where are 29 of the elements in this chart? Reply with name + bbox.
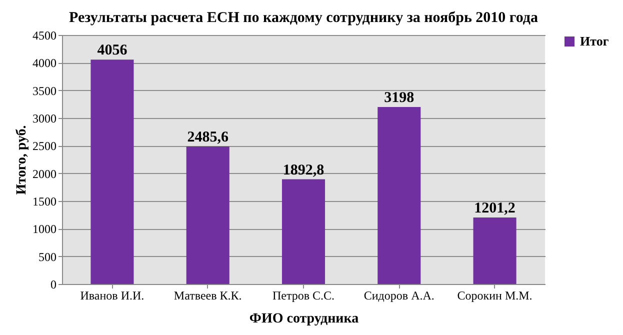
y-tick-label: 3500 — [32, 84, 56, 98]
y-tick-label: 2000 — [32, 166, 56, 181]
y-tick-label: 4000 — [32, 56, 56, 70]
data-label: 2485,6 — [187, 129, 229, 146]
bar — [186, 146, 230, 284]
x-tick-label: Иванов И.И. — [80, 288, 144, 302]
x-tick-label: Сидоров А.А. — [364, 288, 434, 302]
y-axis-title: Итого, руб. — [14, 125, 30, 195]
data-label: 3198 — [384, 90, 414, 106]
chart-title: Результаты расчета ЕСН по каждому сотруднику за ноябрь 2010 года — [69, 10, 538, 26]
y-tick-label: 0 — [50, 278, 56, 292]
y-tick-label: 1000 — [32, 222, 56, 236]
bar — [378, 107, 421, 284]
y-tick-label: 4500 — [32, 28, 56, 42]
bar — [90, 60, 134, 284]
x-axis-title: ФИО сотрудника — [249, 312, 359, 326]
y-tick-label: 500 — [38, 250, 56, 264]
bar — [282, 179, 326, 284]
y-tick-label: 2500 — [32, 139, 56, 154]
data-label: 1892,8 — [282, 162, 324, 178]
x-tick-label: Сорокин М.М. — [457, 288, 532, 302]
legend-label: Итог — [580, 34, 609, 48]
bar — [473, 218, 516, 284]
y-tick-label: 1500 — [32, 194, 56, 208]
data-label: 4056 — [97, 42, 128, 59]
data-label: 1201,2 — [474, 200, 516, 217]
x-tick-label: Матвеев К.К. — [174, 288, 242, 302]
x-tick-label: Петров С.С. — [272, 288, 335, 302]
y-tick-label: 3000 — [32, 112, 56, 126]
